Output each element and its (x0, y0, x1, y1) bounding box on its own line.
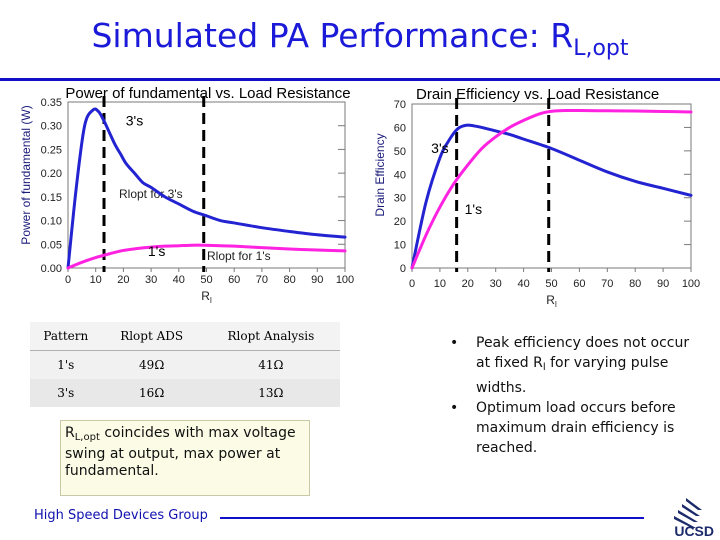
x-axis-label-subscript: l (210, 296, 212, 305)
series-line-ones (410, 109, 693, 270)
table-header-cell: Pattern (30, 322, 102, 351)
y-tick-label: 0.20 (41, 168, 62, 180)
bullet-subscript: l (542, 362, 546, 373)
y-tick-label: 30 (394, 193, 406, 205)
slide-title-main: Simulated PA Performance: R (91, 16, 574, 55)
x-tick-label: 60 (228, 274, 240, 286)
x-tick-label: 70 (256, 274, 268, 286)
plot-area (411, 103, 692, 269)
rlopt-marker-label: Rlopt for 3's (119, 187, 183, 201)
x-tick-label: 30 (490, 278, 502, 290)
y-tick-label: 40 (394, 169, 406, 181)
bullet-text: Optimum load occurs before maximum drain… (476, 400, 676, 456)
y-tick-label: 0.35 (41, 97, 62, 109)
table-header-cell: Rlopt ADS (101, 322, 202, 351)
ucsd-logo-graphic (674, 498, 702, 528)
slide-title: Simulated PA Performance: RL,opt (0, 16, 720, 61)
series-annotation: 1's (465, 201, 482, 217)
note-r-subscript: L,opt (74, 432, 100, 443)
y-tick-label: 70 (394, 99, 406, 111)
ucsd-logo: UCSD (674, 498, 714, 538)
x-tick-label: 100 (336, 274, 354, 286)
x-tick-label: 20 (117, 274, 129, 286)
bullet-text: Peak efficiency does not occur at fixed … (476, 335, 690, 371)
x-tick-label: 10 (90, 274, 102, 286)
x-tick-label: 10 (434, 278, 446, 290)
x-axis-label-subscript: l (555, 300, 557, 309)
series-annotation: 1's (148, 243, 165, 259)
y-axis-label: Power of fundamental (W) (19, 105, 33, 244)
y-axis-label: Drain Efficiency (373, 133, 387, 216)
table-cell: 49Ω (101, 350, 202, 379)
x-tick-label: 20 (462, 278, 474, 290)
series-line-threes (410, 123, 693, 270)
table-cell: 16Ω (101, 379, 202, 407)
rlopt-table: Pattern Rlopt ADS Rlopt Analysis 1's 49Ω… (30, 322, 340, 407)
x-tick-label: 70 (601, 278, 613, 290)
series-line-ones (66, 243, 347, 270)
series-annotation: 3's (431, 140, 448, 156)
note-box: RL,opt coincides with max voltage swing … (60, 420, 310, 496)
note-r: R (65, 425, 75, 441)
plot-area (67, 101, 346, 269)
y-tick-label: 0.15 (41, 192, 62, 204)
bullet-dot: • (450, 400, 459, 416)
y-tick-label: 0 (400, 263, 406, 275)
x-axis-label: Rl (201, 289, 212, 305)
slide-title-subscript: L,opt (573, 36, 629, 61)
y-tick-label: 50 (394, 146, 406, 158)
x-tick-label: 80 (629, 278, 641, 290)
footer-group-name: High Speed Devices Group (34, 508, 208, 523)
x-tick-label: 80 (283, 274, 295, 286)
table-row: 1's 49Ω 41Ω (30, 350, 340, 379)
y-tick-label: 60 (394, 122, 406, 134)
table-cell: 3's (30, 379, 102, 407)
bullet-list: • Peak efficiency does not occur at fixed… (450, 333, 700, 458)
bullet-item: • Optimum load occurs before maximum drai… (450, 398, 700, 458)
x-tick-label: 30 (145, 274, 157, 286)
x-tick-label: 40 (517, 278, 529, 290)
ucsd-logo-text: UCSD (674, 523, 714, 538)
bullet-dot: • (450, 335, 459, 351)
bullet-item: • Peak efficiency does not occur at fixed… (450, 333, 700, 398)
chart-title: Drain Efficiency vs. Load Resistance (416, 86, 659, 103)
y-tick-label: 10 (394, 240, 406, 252)
table-cell: 13Ω (201, 379, 340, 407)
bullet-text-tail: for varying pulse widths. (476, 355, 669, 396)
table-header-row: Pattern Rlopt ADS Rlopt Analysis (30, 322, 340, 351)
chart-title: Power of fundamental vs. Load Resistance (65, 85, 350, 102)
table-cell: 41Ω (201, 350, 340, 379)
x-axis-label: Rl (546, 293, 557, 309)
y-tick-label: 0.00 (41, 263, 62, 275)
table-header-cell: Rlopt Analysis (201, 322, 340, 351)
rlopt-marker-label: Rlopt for 1's (207, 249, 271, 263)
x-tick-label: 90 (657, 278, 669, 290)
table-cell: 1's (30, 350, 102, 379)
x-tick-label: 60 (573, 278, 585, 290)
note-text: coincides with max voltage swing at outp… (65, 425, 296, 479)
efficiency-chart: Drain Efficiency vs. Load Resistance Drai… (373, 86, 700, 309)
y-tick-label: 0.25 (41, 144, 62, 156)
x-tick-label: 50 (200, 274, 212, 286)
y-tick-label: 20 (394, 216, 406, 228)
table-row: 3's 16Ω 13Ω (30, 379, 340, 407)
x-tick-label: 40 (173, 274, 185, 286)
x-tick-label: 50 (545, 278, 557, 290)
x-tick-label: 100 (682, 278, 700, 290)
x-tick-label: 0 (409, 278, 415, 290)
title-divider (0, 78, 720, 81)
y-tick-label: 0.30 (41, 121, 62, 133)
y-tick-label: 0.10 (41, 216, 62, 228)
x-tick-label: 0 (65, 274, 71, 286)
footer-divider (220, 517, 644, 519)
series-annotation: 3's (126, 113, 143, 129)
power-chart: Power of fundamental vs. Load Resistance… (19, 85, 354, 305)
x-tick-label: 90 (311, 274, 323, 286)
y-tick-label: 0.05 (41, 239, 62, 251)
series-line-threes (66, 107, 347, 270)
